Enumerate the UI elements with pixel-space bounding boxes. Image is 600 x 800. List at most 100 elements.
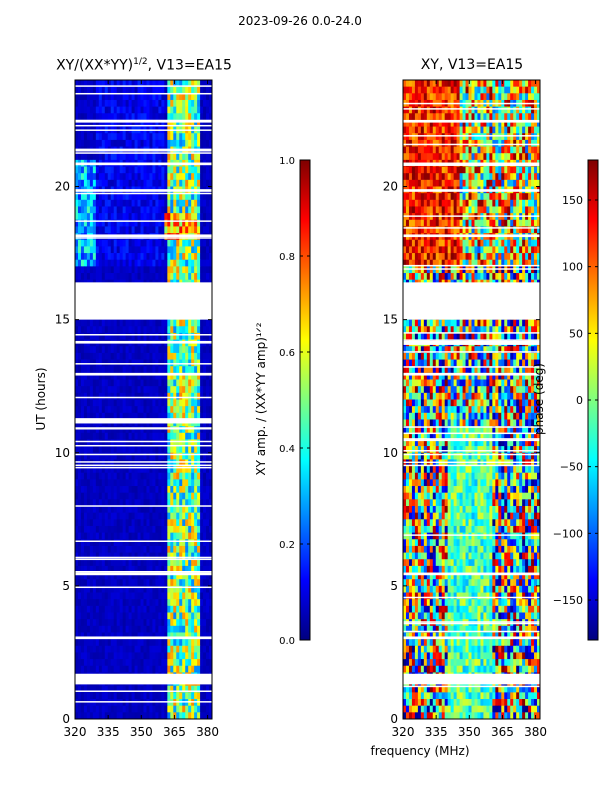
heatmap-cell xyxy=(176,99,180,108)
heatmap-cell xyxy=(101,113,106,121)
heatmap-cell xyxy=(128,219,133,227)
heatmap-cell xyxy=(197,193,201,201)
heatmap-cell xyxy=(188,652,192,660)
heatmap-cell xyxy=(176,559,180,567)
heatmap-cell xyxy=(483,113,487,121)
heatmap-cell xyxy=(107,612,112,620)
heatmap-cell xyxy=(107,625,112,633)
heatmap-cell xyxy=(176,206,180,214)
heatmap-cell xyxy=(86,119,91,128)
heatmap-cell xyxy=(143,446,147,454)
heatmap-cell xyxy=(110,412,115,420)
heatmap-cell xyxy=(134,166,139,174)
heatmap-cell xyxy=(143,712,147,720)
heatmap-cell xyxy=(75,346,79,354)
heatmap-cell xyxy=(146,193,150,201)
heatmap-cell xyxy=(200,705,204,713)
heatmap-cells xyxy=(403,80,541,720)
heatmap-cell xyxy=(92,219,97,227)
heatmap-cell xyxy=(161,659,165,667)
heatmap-cell xyxy=(191,439,195,447)
heatmap-cell xyxy=(197,173,201,181)
heatmap-cell xyxy=(113,346,118,354)
heatmap-cell xyxy=(158,506,162,514)
heatmap-cell xyxy=(185,466,189,474)
heatmap-cell xyxy=(167,246,171,254)
heatmap-cell xyxy=(182,612,186,620)
heatmap-cell xyxy=(119,139,124,148)
heatmap-cell xyxy=(110,525,115,534)
heatmap-cell xyxy=(191,525,195,534)
heatmap-cell xyxy=(483,80,487,88)
heatmap-cell xyxy=(137,585,142,594)
heatmap-cell xyxy=(149,652,153,660)
heatmap-cell xyxy=(197,326,201,334)
heatmap-cell xyxy=(420,146,425,154)
heatmap-cell xyxy=(468,93,472,101)
heatmap-cell xyxy=(116,506,121,514)
heatmap-cell xyxy=(477,80,481,88)
heatmap-cell xyxy=(143,273,147,281)
heatmap-cell xyxy=(77,512,82,520)
heatmap-cell xyxy=(194,492,198,500)
heatmap-cell xyxy=(528,139,532,148)
heatmap-cell xyxy=(456,139,461,148)
heatmap-cell xyxy=(80,113,85,121)
heatmap-cell xyxy=(119,572,124,580)
heatmap-cell xyxy=(164,412,168,420)
heatmap-cell xyxy=(110,273,115,281)
heatmap-cell xyxy=(161,253,165,261)
heatmap-cell xyxy=(107,645,112,653)
heatmap-cell xyxy=(531,106,535,114)
heatmap-cell xyxy=(98,486,103,494)
heatmap-cell xyxy=(152,80,156,88)
heatmap-cell xyxy=(75,246,79,254)
heatmap-cell xyxy=(161,519,165,527)
heatmap-cell xyxy=(182,113,186,121)
heatmap-cell xyxy=(417,133,422,141)
flagged-time-line xyxy=(75,92,212,95)
heatmap-cell xyxy=(173,226,177,234)
heatmap-cell xyxy=(465,126,470,134)
heatmap-cell xyxy=(179,93,183,101)
heatmap-cell xyxy=(137,439,142,447)
heatmap-cell xyxy=(423,146,428,154)
heatmap-cell xyxy=(510,113,514,121)
heatmap-cell xyxy=(92,273,97,281)
heatmap-cell xyxy=(143,426,147,434)
heatmap-cell xyxy=(104,153,109,161)
heatmap-cell xyxy=(137,452,142,460)
heatmap-cell xyxy=(191,652,195,660)
heatmap-cell xyxy=(167,412,171,420)
heatmap-cell xyxy=(89,173,94,181)
heatmap-cell xyxy=(179,619,183,627)
heatmap-cell xyxy=(170,259,174,267)
heatmap-cell xyxy=(125,119,130,128)
heatmap-cell xyxy=(86,645,91,653)
heatmap-cell xyxy=(140,559,144,567)
heatmap-cell xyxy=(164,592,168,600)
heatmap-cell xyxy=(104,652,109,660)
heatmap-cell xyxy=(158,486,162,494)
heatmap-cell xyxy=(200,625,204,633)
heatmap-cell xyxy=(101,472,106,480)
heatmap-cell xyxy=(125,193,130,201)
heatmap-cell xyxy=(167,699,171,707)
heatmap-cell xyxy=(83,346,88,354)
heatmap-cell xyxy=(98,266,103,274)
heatmap-cell xyxy=(152,712,156,720)
heatmap-cell xyxy=(197,579,201,587)
heatmap-cell xyxy=(75,652,79,660)
flagged-time-line xyxy=(75,192,212,195)
heatmap-cell xyxy=(152,572,156,580)
heatmap-cell xyxy=(155,386,159,394)
heatmap-cell xyxy=(206,326,210,334)
y-tick-label: 5 xyxy=(62,579,70,593)
heatmap-cell xyxy=(86,332,91,341)
heatmap-cell xyxy=(191,119,195,128)
heatmap-cell xyxy=(414,133,419,141)
heatmap-cell xyxy=(501,119,505,128)
heatmap-cell xyxy=(194,80,198,88)
heatmap-cell xyxy=(137,459,142,467)
heatmap-cell xyxy=(167,652,171,660)
